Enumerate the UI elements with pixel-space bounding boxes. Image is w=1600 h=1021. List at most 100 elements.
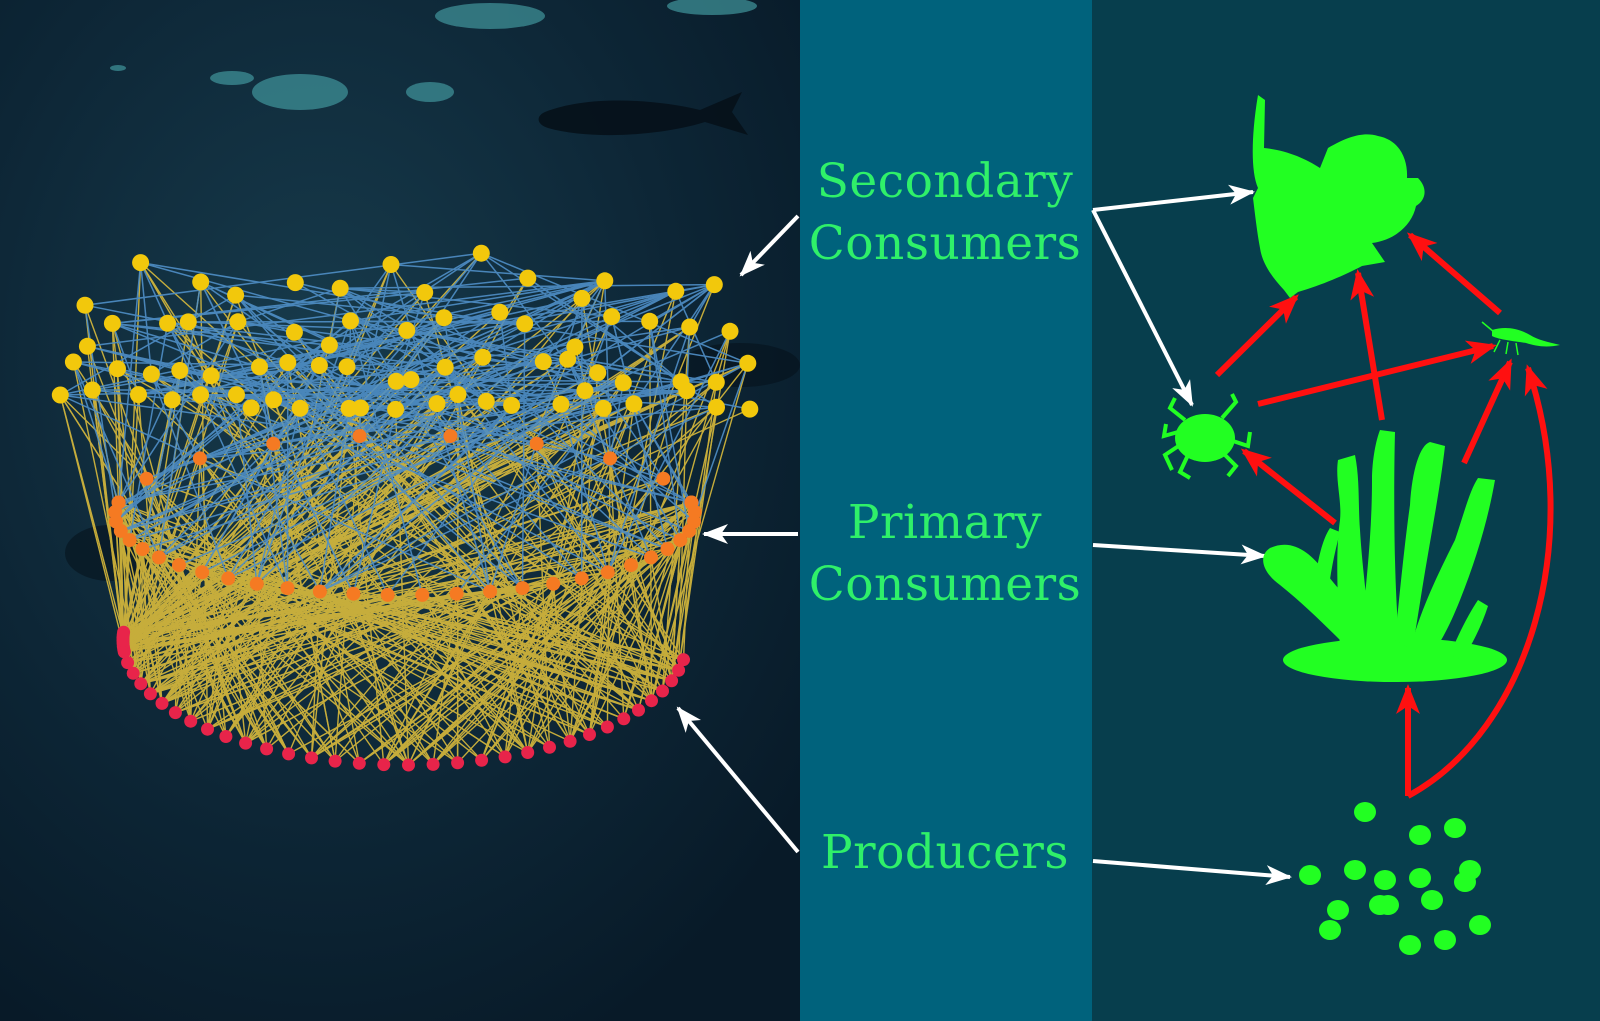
producer-nodes <box>116 625 690 772</box>
feeding-arrow <box>1406 364 1554 799</box>
network-node <box>305 751 318 765</box>
plankton-cell <box>1409 868 1431 888</box>
network-node <box>665 674 679 688</box>
network-node <box>576 382 594 400</box>
network-node <box>426 757 440 771</box>
network-node <box>251 358 268 376</box>
network-node <box>172 558 186 573</box>
network-edge <box>111 323 140 395</box>
network-node <box>266 436 281 451</box>
network-node <box>449 386 467 403</box>
network-node <box>402 371 420 389</box>
network-node <box>227 286 245 304</box>
network-node <box>600 565 615 580</box>
network-edge <box>151 373 663 692</box>
network-node <box>184 714 198 728</box>
network-node <box>130 386 147 404</box>
network-node <box>415 587 430 602</box>
network-node <box>573 289 591 307</box>
network-node <box>641 312 659 330</box>
network-edge <box>352 409 397 594</box>
secondary-consumers-label: Secondary Consumers <box>800 151 1090 275</box>
network-edge <box>117 321 239 503</box>
network-edge <box>201 372 599 573</box>
network-node <box>387 372 405 390</box>
secondary-consumers-label-line2: Consumers <box>808 216 1082 271</box>
network-node <box>201 722 214 736</box>
network-node <box>741 400 759 418</box>
network-node <box>472 244 490 262</box>
network-edge <box>633 284 715 405</box>
plankton-cell <box>1374 870 1396 890</box>
network-node <box>600 720 614 734</box>
plankton-cell <box>1444 818 1466 838</box>
secondary-consumers-label-line1: Secondary <box>816 154 1074 209</box>
network-node <box>221 571 236 586</box>
network-edge <box>142 362 749 550</box>
network-node <box>171 362 189 379</box>
network-node <box>705 276 723 294</box>
network-node <box>195 565 210 580</box>
network-edge <box>339 287 524 589</box>
network-edge <box>139 262 153 375</box>
network-edge <box>349 320 424 596</box>
network-edge <box>158 556 590 736</box>
network-edge <box>569 502 693 742</box>
network-edge <box>421 594 529 753</box>
network-edge <box>120 393 459 532</box>
network-edge <box>536 443 551 748</box>
network-edge <box>132 443 538 674</box>
network-edge <box>200 394 274 445</box>
network-edge <box>129 539 360 764</box>
network-node <box>143 687 157 701</box>
network-node <box>707 373 725 391</box>
network-edge <box>124 593 457 653</box>
network-edge <box>59 294 236 396</box>
feeding-arrow <box>1214 294 1299 378</box>
network-edge <box>150 373 608 728</box>
network-node <box>660 542 675 556</box>
network-edge <box>199 280 606 460</box>
network-edge <box>59 394 290 755</box>
network-node <box>684 495 699 510</box>
network-node <box>677 653 690 667</box>
network-node <box>552 395 570 413</box>
network-edge <box>574 346 665 480</box>
network-node <box>168 706 182 720</box>
network-edge <box>151 321 239 375</box>
network-node <box>739 354 757 372</box>
network-node <box>503 396 521 414</box>
water-surface-patches <box>110 0 757 110</box>
network-edge <box>482 326 690 359</box>
network-node <box>681 318 699 336</box>
primary-consumers-label-line2: Consumers <box>808 557 1082 612</box>
network-edge <box>349 264 392 322</box>
network-node <box>286 274 304 292</box>
network-node <box>83 381 101 399</box>
network-node <box>285 323 303 341</box>
network-edge <box>319 590 672 682</box>
network-edge <box>200 394 562 406</box>
network-edge <box>450 403 562 437</box>
network-node <box>279 354 297 371</box>
network-edge <box>256 320 352 585</box>
network-edge <box>521 323 526 589</box>
plankton-cell <box>1459 860 1481 880</box>
network-edge <box>407 591 491 766</box>
primary-consumers-label-line1: Primary <box>847 495 1043 550</box>
network-node <box>192 273 210 291</box>
network-edge <box>481 539 681 761</box>
pointer-secondary-left <box>739 214 800 277</box>
network-edge <box>235 294 491 592</box>
network-edge <box>648 321 690 532</box>
network-edge <box>60 381 624 396</box>
network-edge <box>390 263 605 282</box>
network-node <box>566 338 584 356</box>
plankton-cell <box>1399 935 1421 955</box>
crab-icon <box>1161 393 1252 480</box>
network-edge <box>259 280 605 368</box>
network-node <box>132 254 150 272</box>
network-node <box>76 296 94 314</box>
network-edge <box>287 361 664 480</box>
